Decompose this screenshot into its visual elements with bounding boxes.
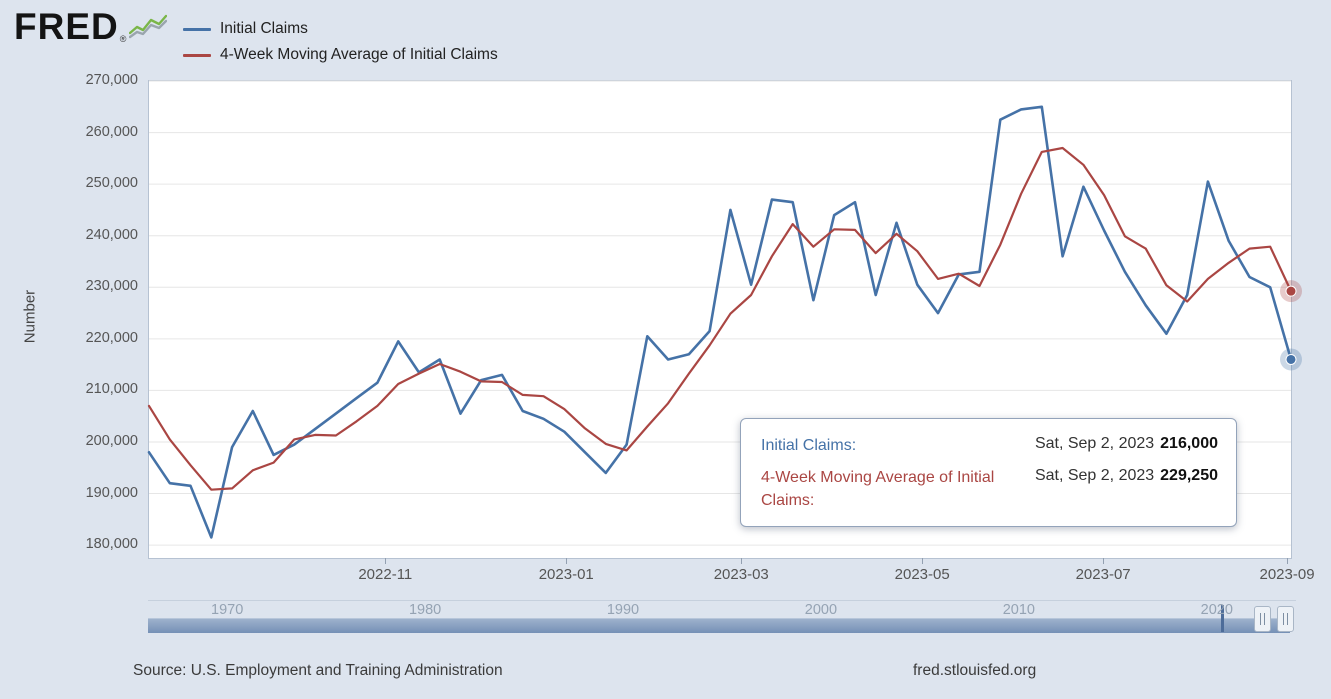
navigator-year-label: 1980 xyxy=(408,602,442,618)
chart-tooltip: Initial Claims: Sat, Sep 2, 2023 216,000 … xyxy=(740,418,1237,528)
tooltip-date-value: Sat, Sep 2, 2023 216,000 xyxy=(1035,435,1218,453)
navigator-series-band[interactable] xyxy=(148,618,1290,633)
y-tick-label: 230,000 xyxy=(85,278,138,295)
y-tick-label: 210,000 xyxy=(85,381,138,398)
fred-site-link[interactable]: fred.stlouisfed.org xyxy=(913,662,1037,679)
navigator-year-label: 1990 xyxy=(606,602,640,618)
legend-line-swatch-blue xyxy=(183,27,211,31)
fred-logo: FRED ® xyxy=(14,6,168,47)
legend-item-4wk-moving-average: 4-Week Moving Average of Initial Claims xyxy=(183,42,498,68)
navigator-year-label: 1970 xyxy=(211,602,244,618)
tooltip-series-label: Initial Claims: xyxy=(761,437,857,454)
legend-label: 4-Week Moving Average of Initial Claims xyxy=(220,46,498,63)
x-tick-mark xyxy=(1103,558,1105,564)
navigator-year-label: 2000 xyxy=(804,602,838,618)
range-navigator[interactable]: 1970 1980 1990 2000 2010 2020 xyxy=(148,600,1296,638)
x-tick-label: 2023-03 xyxy=(713,566,769,583)
x-tick-mark xyxy=(385,558,387,564)
y-tick-label: 180,000 xyxy=(85,536,138,553)
x-tick-label: 2022-11 xyxy=(358,566,413,583)
marker-dot-moving-average[interactable] xyxy=(1285,285,1297,297)
y-tick-label: 220,000 xyxy=(85,329,138,346)
series-line-initial-claims xyxy=(147,105,1293,539)
source-attribution: Source: U.S. Employment and Training Adm… xyxy=(133,662,503,679)
tooltip-value: 216,000 xyxy=(1160,435,1218,452)
y-tick-label: 250,000 xyxy=(85,175,138,192)
legend-line-swatch-red xyxy=(183,53,211,57)
y-tick-label: 200,000 xyxy=(85,432,138,449)
fred-logo-text: FRED xyxy=(14,6,119,47)
x-tick-mark xyxy=(1287,558,1289,564)
legend-label: Initial Claims xyxy=(220,20,308,37)
tooltip-row-moving-average: 4-Week Moving Average of Initial Claims:… xyxy=(761,467,1218,512)
registered-trademark: ® xyxy=(119,34,127,44)
tooltip-value: 229,250 xyxy=(1160,467,1218,485)
marker-dot-initial-claims[interactable] xyxy=(1285,353,1297,365)
x-tick-label: 2023-05 xyxy=(894,566,950,583)
navigator-left-handle[interactable] xyxy=(1254,606,1271,632)
x-tick-label: 2023-09 xyxy=(1259,566,1315,583)
tooltip-date: Sat, Sep 2, 2023 xyxy=(1034,435,1155,452)
x-tick-mark xyxy=(741,558,743,564)
y-tick-label: 240,000 xyxy=(85,226,138,243)
y-tick-label: 270,000 xyxy=(85,72,138,88)
navigator-2020-spike xyxy=(1221,605,1224,632)
tooltip-row-initial-claims: Initial Claims: Sat, Sep 2, 2023 216,000 xyxy=(761,435,1218,457)
navigator-year-label: 2010 xyxy=(1002,602,1035,618)
tooltip-series-label: 4-Week Moving Average of Initial Claims: xyxy=(761,469,995,509)
tooltip-date: Sat, Sep 2, 2023 xyxy=(1034,467,1155,485)
legend-item-initial-claims: Initial Claims xyxy=(183,16,498,42)
x-tick-mark xyxy=(922,558,924,564)
series-line-moving-average xyxy=(147,146,1293,491)
y-tick-label: 190,000 xyxy=(85,484,138,501)
x-tick-label: 2023-07 xyxy=(1075,566,1131,583)
legend: Initial Claims 4-Week Moving Average of … xyxy=(183,16,498,68)
x-tick-label: 2023-01 xyxy=(538,566,594,583)
tooltip-date-value: Sat, Sep 2, 2023 229,250 xyxy=(1035,467,1218,485)
sparkline-icon xyxy=(129,14,168,45)
x-tick-mark xyxy=(566,558,568,564)
navigator-year-label: 2020 xyxy=(1200,602,1233,618)
navigator-right-handle[interactable] xyxy=(1277,606,1294,632)
y-tick-label: 260,000 xyxy=(85,123,138,140)
